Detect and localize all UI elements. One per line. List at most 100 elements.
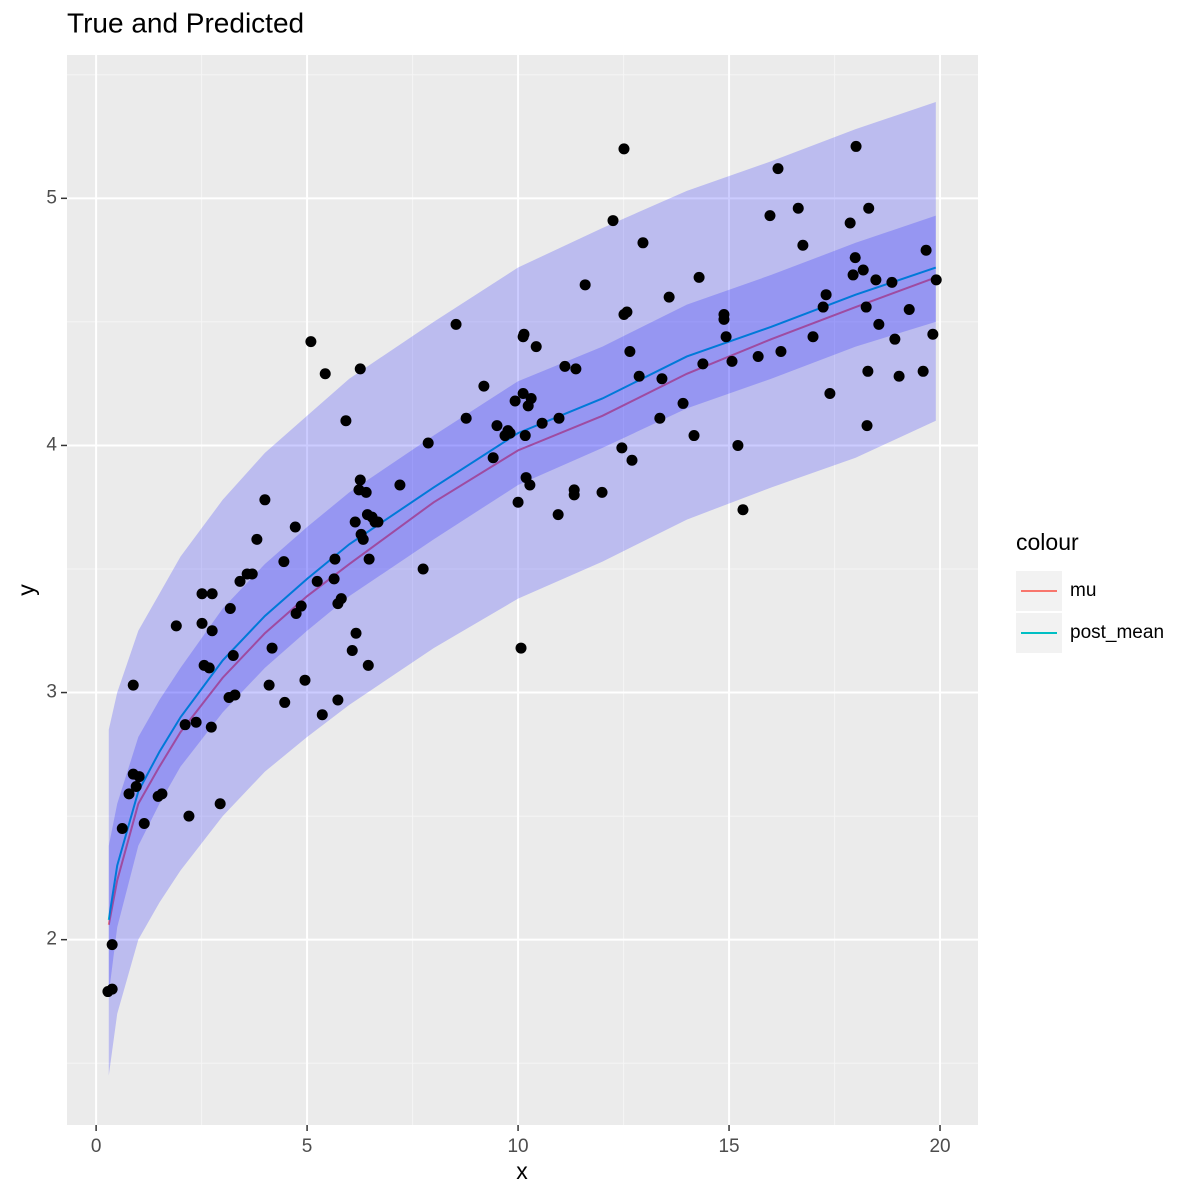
x-tick-label: 20 [929,1136,950,1157]
point [354,474,366,486]
point [889,333,901,345]
point [354,363,366,375]
legend-title: colour [1016,529,1079,555]
point [637,237,649,249]
point [817,301,829,313]
point [807,331,819,343]
point [289,521,301,533]
point [346,645,358,657]
point [873,318,885,330]
point [656,373,668,385]
x-tick-label: 15 [718,1136,739,1157]
point [697,358,709,370]
point [246,568,258,580]
point [861,420,873,432]
point [329,553,341,565]
point [512,496,524,508]
point [349,516,361,528]
point [205,721,217,733]
point [422,437,434,449]
point [251,533,263,545]
point [553,412,565,424]
point [311,575,323,587]
point [130,780,142,792]
point [478,380,490,392]
point [518,328,530,340]
point [332,694,344,706]
point [450,318,462,330]
ribbon [108,101,936,1076]
point [504,427,516,439]
y-tick-label: 5 [46,187,57,208]
point [279,696,291,708]
point [903,304,915,316]
point [930,274,942,286]
point [106,983,118,995]
point [116,822,128,834]
point [460,412,472,424]
point [718,313,730,325]
point [357,533,369,545]
point [224,603,236,615]
point [491,420,503,432]
point [633,370,645,382]
y-tick-label: 4 [46,434,57,455]
point [688,430,700,442]
point [596,486,608,498]
point [417,563,429,575]
point [677,397,689,409]
point [196,588,208,600]
point [127,679,139,691]
point [183,810,195,822]
chart-title: True and Predicted [67,7,304,38]
point [138,818,150,830]
point [764,210,776,222]
point [849,252,861,264]
point [570,363,582,375]
point [792,202,804,214]
point [133,771,145,783]
point [227,649,239,661]
point [893,370,905,382]
point [299,674,311,686]
point [870,274,882,286]
point [737,504,749,516]
point [362,659,374,671]
point [372,516,384,528]
point [263,679,275,691]
point [524,479,536,491]
line [107,266,937,921]
point [295,600,307,612]
point [394,479,406,491]
x-axis-label: x [516,1158,528,1184]
point [519,430,531,442]
point [196,617,208,629]
point [206,588,218,600]
point [863,202,875,214]
point [350,627,362,639]
point [360,486,372,498]
point [525,392,537,404]
point [305,336,317,348]
point [552,509,564,521]
point [515,642,527,654]
point [618,143,630,155]
point [752,350,764,362]
point [214,798,226,810]
point [203,662,215,674]
point [726,355,738,367]
point [156,788,168,800]
point [509,395,521,407]
point [517,388,529,400]
point [316,709,328,721]
point [607,215,619,227]
point [693,271,705,283]
point [886,276,898,288]
point [123,788,135,800]
point [259,494,271,506]
point [626,454,638,466]
x-tick-label: 10 [507,1136,528,1157]
point [844,217,856,229]
point [328,573,340,585]
